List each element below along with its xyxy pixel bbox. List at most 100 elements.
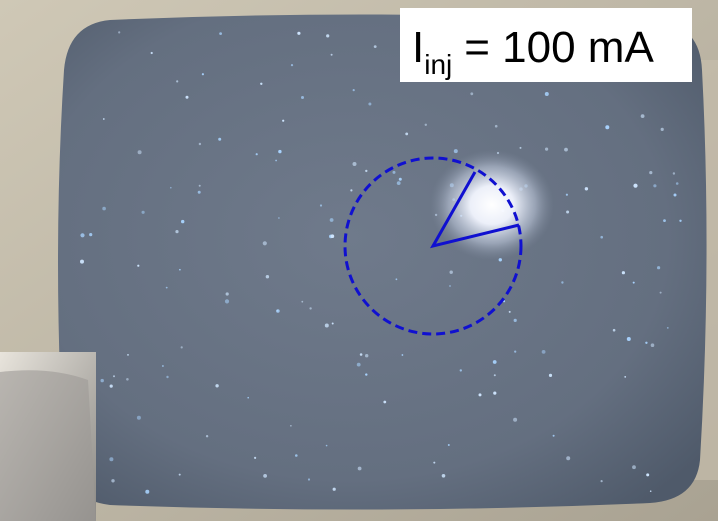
star	[585, 187, 588, 190]
star	[89, 233, 92, 236]
star	[454, 149, 458, 153]
star	[357, 363, 361, 367]
star	[360, 353, 363, 356]
star	[103, 118, 105, 120]
star	[309, 307, 311, 309]
star	[442, 474, 446, 478]
star	[256, 153, 258, 155]
star	[651, 343, 655, 347]
star	[374, 45, 377, 48]
star	[111, 479, 114, 482]
star	[514, 351, 516, 353]
star	[613, 329, 616, 332]
star	[470, 92, 473, 95]
star	[460, 369, 462, 371]
star	[263, 241, 267, 245]
star	[633, 282, 635, 284]
star	[350, 189, 352, 191]
star	[282, 120, 284, 122]
star	[145, 490, 149, 494]
star	[181, 220, 184, 223]
star	[402, 354, 404, 356]
star	[601, 480, 603, 482]
star	[553, 435, 555, 437]
star	[118, 31, 120, 33]
star	[660, 292, 662, 294]
star	[393, 171, 396, 174]
star	[605, 125, 609, 129]
star	[663, 219, 666, 222]
star	[219, 32, 222, 35]
star	[494, 374, 496, 376]
star	[365, 170, 367, 172]
star	[181, 346, 183, 348]
star	[353, 162, 357, 166]
inset-monitor	[0, 370, 96, 521]
star	[561, 281, 563, 283]
star	[199, 143, 201, 145]
star	[301, 96, 304, 99]
star	[661, 128, 664, 131]
star	[397, 181, 401, 185]
star	[679, 220, 681, 222]
star	[151, 52, 153, 54]
star	[396, 278, 398, 280]
star	[365, 373, 367, 375]
star	[166, 287, 168, 289]
star	[179, 269, 181, 271]
star	[162, 365, 164, 367]
star	[199, 185, 201, 187]
star	[102, 207, 106, 211]
star	[650, 490, 652, 492]
star	[109, 457, 113, 461]
star	[509, 311, 511, 313]
star	[514, 319, 517, 322]
star	[138, 150, 142, 154]
star	[448, 444, 450, 446]
star	[493, 360, 497, 364]
star	[179, 474, 181, 476]
star	[297, 32, 300, 35]
star	[624, 376, 626, 378]
label-symbol: I	[412, 23, 424, 72]
star	[495, 125, 498, 128]
star	[632, 465, 636, 469]
star	[332, 323, 334, 325]
star	[331, 54, 333, 56]
star	[353, 89, 355, 91]
star	[645, 342, 647, 344]
star	[365, 354, 368, 357]
star	[215, 384, 218, 387]
photo: Iinj= 100 mA	[0, 0, 718, 521]
star	[566, 194, 568, 196]
star	[649, 171, 652, 174]
star	[275, 160, 277, 162]
star	[331, 234, 335, 238]
star	[676, 182, 679, 185]
star	[399, 178, 402, 181]
star	[667, 327, 669, 329]
star	[137, 265, 139, 267]
star	[564, 148, 568, 152]
star	[80, 233, 84, 237]
star	[101, 379, 104, 382]
star	[545, 148, 548, 151]
star	[202, 73, 204, 75]
star	[80, 260, 84, 264]
star	[176, 80, 178, 82]
star	[513, 418, 517, 422]
star	[278, 150, 281, 153]
star	[368, 103, 371, 106]
star	[479, 393, 482, 396]
star	[295, 454, 298, 457]
star	[653, 184, 656, 187]
star	[226, 292, 229, 295]
star	[646, 473, 649, 476]
label-text: = 100 mA	[464, 23, 654, 72]
star	[137, 416, 141, 420]
star	[247, 397, 249, 399]
star	[278, 217, 280, 219]
star	[166, 376, 168, 378]
star	[633, 184, 637, 188]
star	[326, 445, 328, 447]
